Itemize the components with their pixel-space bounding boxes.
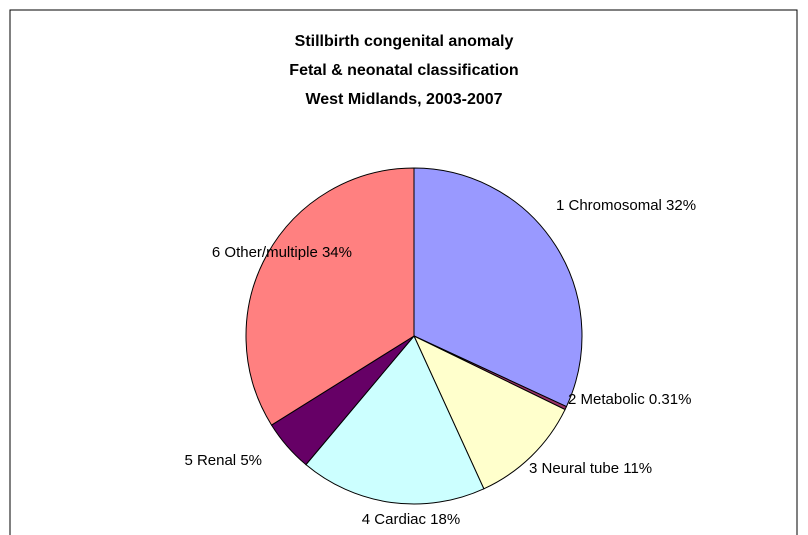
chart-subtitle: Fetal & neonatal classification [289, 62, 518, 79]
slice-label: 3 Neural tube 11% [529, 460, 652, 477]
pie-slice [245, 167, 415, 426]
slice-value-label: 0.31% [649, 391, 692, 408]
slice-value-label: 5% [240, 452, 262, 469]
chart-frame [9, 9, 798, 535]
slice-category: 5 Renal [184, 452, 236, 469]
slice-label: 5 Renal 5% [184, 452, 262, 469]
slice-value-label: 32% [666, 197, 696, 214]
slice-category: 4 Cardiac [362, 511, 427, 528]
slice-label: 6 Other/multiple 34% [212, 244, 352, 261]
slice-value-label: 18% [430, 511, 460, 528]
chart-title: Stillbirth congenital anomaly [295, 33, 514, 50]
slice-category: 3 Neural tube [529, 460, 619, 477]
slice-label: 4 Cardiac 18% [362, 511, 460, 528]
slice-value-label: 11% [623, 460, 652, 477]
slice-category: 2 Metabolic [568, 391, 645, 408]
pie-slice [412, 334, 566, 490]
slice-category: 6 Other/multiple [212, 244, 318, 261]
slice-label: 2 Metabolic 0.31% [568, 391, 691, 408]
slice-category: 1 Chromosomal [556, 197, 662, 214]
slice-label: 1 Chromosomal 32% [556, 197, 696, 214]
slice-value-label: 34% [322, 244, 352, 261]
chart-subtitle: West Midlands, 2003-2007 [305, 91, 502, 108]
pie-slice [413, 167, 583, 408]
pie-slice [305, 335, 485, 505]
